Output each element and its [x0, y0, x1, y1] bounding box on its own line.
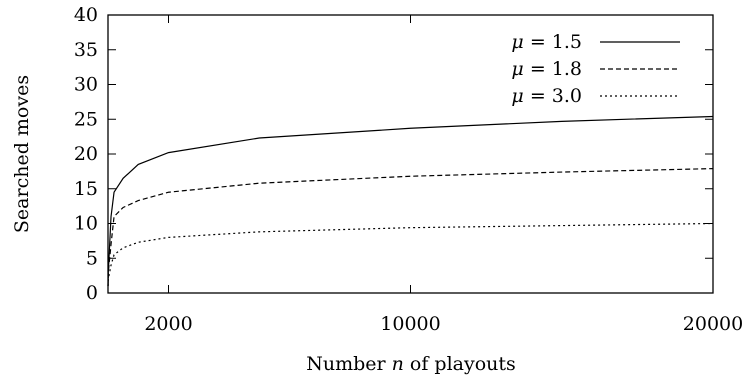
plot-frame: [107, 14, 714, 294]
y-tick-label: 20: [74, 143, 98, 165]
y-tick-label: 10: [74, 213, 98, 235]
legend-label-2: μ = 1.8: [511, 58, 582, 80]
y-tick-label: 30: [74, 74, 98, 96]
series-line-3: [107, 222, 714, 287]
legend-label-1: μ = 1.5: [511, 31, 582, 53]
series-line-2: [107, 168, 714, 287]
y-tick-label: 25: [74, 108, 98, 130]
x-tick-label: 20000: [683, 313, 743, 335]
axis-ticks: 0 5 10 15 20 25 30 35 40 2000 10000 20000: [74, 4, 743, 335]
x-tick-label: 10000: [380, 313, 440, 335]
y-tick-label: 40: [74, 4, 98, 26]
series-lines: [107, 115, 714, 287]
legend-label-3: μ = 3.0: [511, 85, 582, 107]
legend: μ = 1.5 μ = 1.8 μ = 3.0: [511, 31, 680, 107]
y-tick-label: 5: [86, 247, 98, 269]
y-axis-label: Searched moves: [11, 75, 33, 233]
x-axis-label: Number n of playouts: [306, 353, 516, 375]
series-line-1: [107, 115, 714, 287]
x-tick-label: 2000: [144, 313, 192, 335]
y-tick-label: 35: [74, 39, 98, 61]
y-tick-label: 0: [86, 282, 98, 304]
y-tick-label: 15: [74, 178, 98, 200]
